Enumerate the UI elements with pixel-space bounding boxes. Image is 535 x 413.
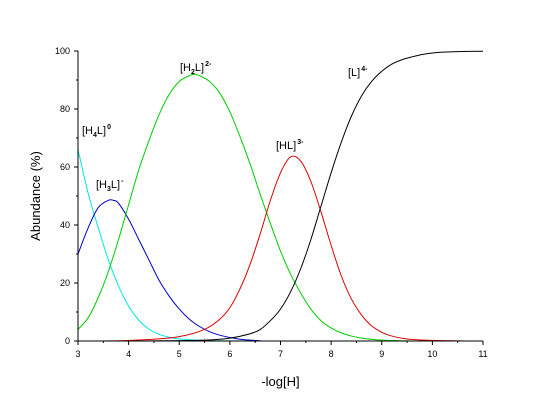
- series-curves: [77, 50, 484, 342]
- axes: [77, 51, 483, 342]
- series-line-2: [77, 73, 433, 342]
- ticks: 3 4 5 6 7 8 9 10 11 0 20 40 60 80 100: [55, 46, 488, 359]
- x-tick-label-4: 7: [278, 349, 283, 359]
- series-line-4: [103, 50, 484, 342]
- x-tick-label-7: 10: [427, 349, 437, 359]
- y-tick-label-4: 80: [60, 104, 70, 114]
- y-tick-label-1: 20: [60, 278, 70, 288]
- series-label-4: [L]4-: [348, 66, 368, 79]
- x-tick-label-6: 9: [379, 349, 384, 359]
- y-tick-label-3: 60: [60, 162, 70, 172]
- x-tick-label-1: 4: [126, 349, 131, 359]
- series-line-3: [103, 155, 468, 342]
- x-axis-title: -log[H]: [261, 374, 299, 389]
- x-tick-label-3: 6: [227, 349, 232, 359]
- series-label-2: [H2L]2-: [180, 61, 212, 76]
- series-label-1: [H3L]-: [96, 178, 124, 193]
- series-line-0: [77, 149, 483, 342]
- y-axis-title: Abundance (%): [28, 151, 43, 241]
- y-tick-label-5: 100: [55, 46, 70, 56]
- x-tick-label-0: 3: [75, 349, 80, 359]
- y-tick-label-0: 0: [65, 336, 70, 346]
- x-tick-label-5: 8: [329, 349, 334, 359]
- x-tick-label-8: 11: [478, 349, 487, 359]
- series-label-3: [HL]3-: [276, 139, 304, 152]
- series-line-1: [77, 199, 261, 342]
- y-tick-label-2: 40: [60, 220, 70, 230]
- x-tick-label-2: 5: [177, 349, 182, 359]
- series-labels: [H4L]0 [H3L]- [H2L]2- [HL]3- [L]4-: [82, 61, 368, 193]
- series-label-0: [H4L]0: [82, 124, 111, 139]
